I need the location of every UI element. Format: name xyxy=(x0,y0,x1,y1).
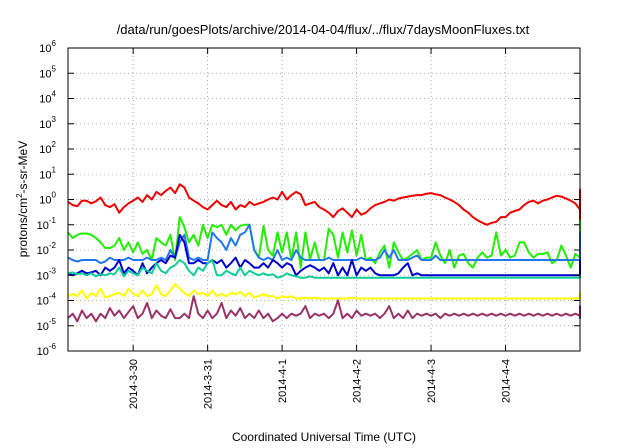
x-tick-label: 2014-4-4 xyxy=(501,359,513,403)
y-tick-label: 102 xyxy=(39,140,56,156)
y-tick-label: 10-5 xyxy=(37,317,57,333)
y-tick-label: 103 xyxy=(39,115,56,131)
x-tick-label: 2014-3-30 xyxy=(128,359,140,409)
y-tick-label: 105 xyxy=(39,64,56,80)
series-line-6 xyxy=(67,283,581,300)
chart-title: /data/run/goesPlots/archive/2014-04-04/f… xyxy=(117,22,530,37)
y-tick-label: 10-4 xyxy=(37,292,57,308)
series-line-7 xyxy=(67,295,581,323)
x-tick-label: 2014-4-3 xyxy=(426,359,438,403)
x-tick-label: 2014-3-31 xyxy=(203,359,215,409)
x-tick-label: 2014-4-1 xyxy=(277,359,289,403)
y-tick-label: 10-3 xyxy=(37,266,57,282)
y-axis-label: protons/cm2-s-sr-MeV xyxy=(15,141,30,257)
gridlines xyxy=(68,48,580,351)
y-tick-label: 10-6 xyxy=(37,342,57,358)
y-tick-label: 104 xyxy=(39,90,56,106)
x-axis-label: Coordinated Universal Time (UTC) xyxy=(232,430,416,444)
y-tick-label: 10-1 xyxy=(37,216,57,232)
x-axis: 2014-3-30 2014-3-31 2014-4-1 2014-4-2 2014-4… xyxy=(128,48,513,409)
y-tick-label: 100 xyxy=(39,191,56,207)
y-tick-label: 10-2 xyxy=(37,241,57,257)
y-axis: 10-6 10-5 10-4 10-3 10-2 10-1 100 101 102 103 104 1… xyxy=(37,39,580,358)
series-line-1 xyxy=(67,183,581,234)
x-tick-label: 2014-4-2 xyxy=(352,359,364,403)
y-tick-label: 101 xyxy=(39,165,56,181)
y-tick-label: 106 xyxy=(39,39,56,55)
